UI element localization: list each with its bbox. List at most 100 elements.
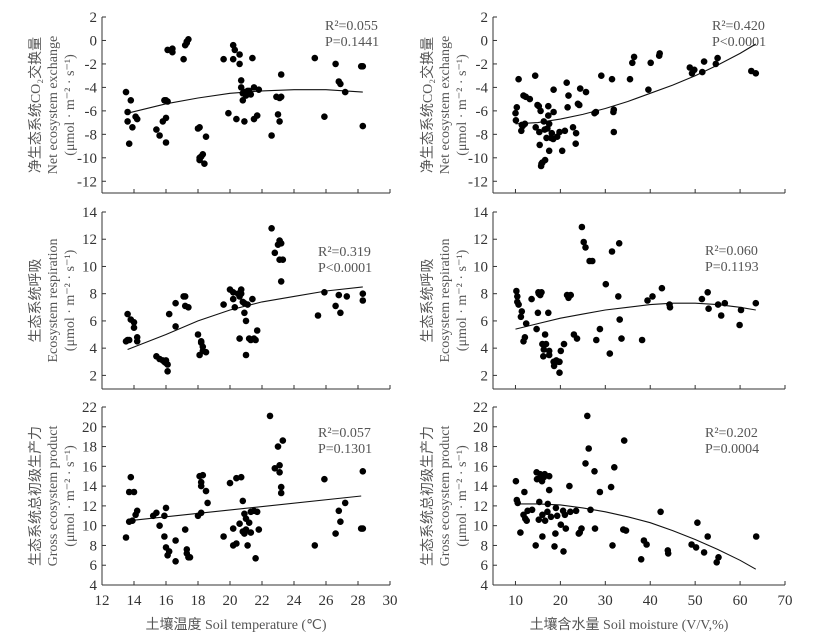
data-point [271,249,279,257]
y-axis-title-en: Ecosystem respiration [438,238,453,362]
x-axis-title: 土壤含水量 Soil moisture (V/V,%) [530,616,729,633]
y-axis-title-en: Net ecosystem exchange [438,36,453,174]
data-point [534,309,542,317]
y-tick-label: 2 [90,10,98,26]
data-point [518,308,526,315]
data-point [161,512,168,520]
data-point [713,559,720,566]
data-point [231,304,239,311]
y-tick-label: 4 [481,341,489,357]
y-tick-label: 2 [90,368,98,384]
data-point [164,361,171,368]
data-point [277,71,285,78]
data-point [556,369,563,377]
data-point [276,469,283,476]
data-point [578,223,586,231]
data-point [242,351,250,359]
data-point [540,346,548,353]
y-tick-label: -6 [476,104,489,120]
data-point [620,437,628,444]
data-point [700,58,708,65]
data-point [526,95,534,103]
data-point [700,549,708,556]
data-point [124,108,131,116]
data-point [560,548,567,555]
data-point [202,487,210,495]
x-tick-label: 24 [287,593,303,609]
data-point [548,129,556,137]
data-point [237,77,245,84]
data-point [332,302,339,310]
data-point [512,109,519,117]
data-point [359,122,367,130]
data-point [596,325,604,333]
data-point [359,297,367,304]
data-point [521,334,529,341]
y-tick-label: -6 [85,104,98,120]
data-point [156,132,163,139]
y-axis-title-cn: 生态系统呼吸 [420,259,436,343]
data-point [199,151,207,158]
data-point [276,118,283,125]
data-point [572,140,579,147]
data-point [242,317,250,325]
r-squared-label: R²=0.057 [318,426,371,441]
data-point [536,498,543,506]
x-tick-label: 20 [553,593,568,609]
data-point [165,310,173,318]
data-point [197,482,205,490]
y-tick-label: 8 [481,287,489,303]
p-value-label: P=0.1441 [325,35,379,50]
x-tick-label: 30 [383,593,398,609]
data-point [542,340,550,348]
data-point [337,80,344,88]
data-point [129,124,136,131]
data-point [249,295,256,303]
y-tick-label: 8 [481,538,489,554]
y-tick-label: 6 [90,558,98,574]
y-tick-label: 2 [481,10,489,26]
x-tick-label: 70 [778,593,793,609]
y-tick-label: 20 [473,420,488,436]
data-point [714,54,721,62]
data-point [156,522,163,529]
data-point [602,280,610,288]
y-tick-label: 22 [82,400,97,416]
y-tick-label: 12 [82,232,97,248]
data-point [127,97,135,104]
data-point [544,500,552,508]
data-point [523,517,530,524]
y-tick-label: -12 [77,174,97,190]
data-point [541,331,549,338]
y-tick-label: 14 [82,205,98,221]
data-point [645,86,652,93]
r-squared-label: R²=0.202 [705,426,758,441]
data-point [321,289,328,296]
data-point [514,499,521,507]
data-point [231,46,239,54]
data-point [656,50,663,57]
y-axis-title-en: Gross ecosystem product [438,426,453,567]
y-tick-label: 10 [82,519,97,535]
data-point [528,295,535,303]
data-point [545,120,553,128]
data-point [311,542,319,549]
data-point [122,534,130,541]
y-tick-label: -8 [476,127,489,143]
data-point [737,306,745,314]
y-tick-label: 14 [82,479,98,495]
data-point [533,325,540,333]
data-point [610,106,618,113]
data-point [335,507,343,515]
data-point [558,147,566,155]
data-point [220,301,227,308]
data-point [616,316,623,323]
data-point [537,107,544,115]
y-tick-label: 8 [90,538,98,554]
data-point [233,115,240,123]
data-point [573,335,581,342]
data-point [557,521,565,528]
data-point [194,331,202,338]
data-point [569,124,577,131]
data-point [332,60,339,68]
